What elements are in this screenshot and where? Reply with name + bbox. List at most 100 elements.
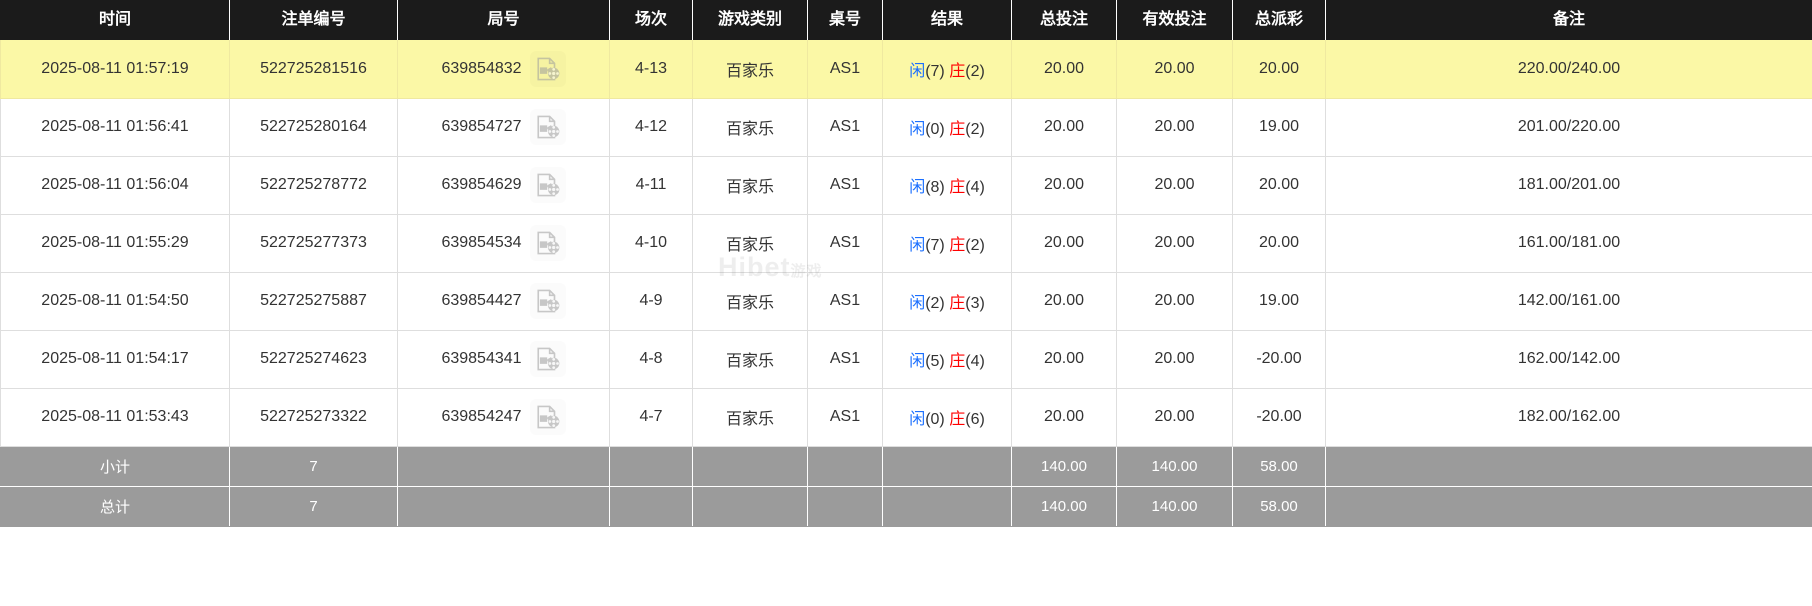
cell-session: 4-11	[609, 156, 693, 215]
round-no-text: 639854534	[441, 234, 522, 251]
column-header-game-type[interactable]: 游戏类别	[692, 0, 808, 40]
video-replay-icon[interactable]	[530, 109, 566, 145]
result-banker-value: (4)	[965, 353, 985, 370]
cell-session: 4-8	[609, 330, 693, 389]
summary-remark	[1325, 486, 1812, 527]
table-row[interactable]: 2025-08-11 01:53:43 522725273322 639854247…	[0, 388, 1812, 447]
summary-remark	[1325, 446, 1812, 487]
cell-session: 4-9	[609, 272, 693, 331]
cell-payout: 19.00	[1232, 98, 1326, 157]
video-replay-icon[interactable]	[530, 225, 566, 261]
result-player-value: (0)	[925, 121, 945, 138]
cell-time: 2025-08-11 01:54:17	[0, 330, 230, 389]
summary-count: 7	[229, 446, 398, 487]
cell-valid-bet: 20.00	[1116, 156, 1233, 215]
video-replay-icon[interactable]	[530, 341, 566, 377]
summary-valid-bet: 140.00	[1116, 486, 1233, 527]
column-header-payout[interactable]: 总派彩	[1232, 0, 1326, 40]
cell-remark: 182.00/162.00	[1325, 388, 1812, 447]
cell-time: 2025-08-11 01:57:19	[0, 40, 230, 99]
cell-result: 闲(0) 庄(2)	[882, 98, 1012, 157]
cell-valid-bet: 20.00	[1116, 40, 1233, 99]
result-player-label: 闲	[909, 411, 926, 428]
cell-round-no: 639854427	[397, 272, 610, 331]
cell-payout: -20.00	[1232, 388, 1326, 447]
table-row[interactable]: 2025-08-11 01:57:19 522725281516 639854832…	[0, 40, 1812, 99]
cell-table-no: AS1	[807, 388, 883, 447]
cell-remark: 220.00/240.00	[1325, 40, 1812, 99]
cell-total-bet[interactable]: 20.00	[1011, 40, 1117, 99]
column-header-table-no[interactable]: 桌号	[807, 0, 883, 40]
column-header-bet-no[interactable]: 注单编号	[229, 0, 398, 40]
cell-remark: 162.00/142.00	[1325, 330, 1812, 389]
summary-payout: 58.00	[1232, 486, 1326, 527]
video-replay-icon[interactable]	[530, 51, 566, 87]
cell-remark: 181.00/201.00	[1325, 156, 1812, 215]
cell-bet-no: 522725277373	[229, 214, 398, 273]
cell-session: 4-12	[609, 98, 693, 157]
result-player-label: 闲	[909, 295, 926, 312]
cell-result: 闲(7) 庄(2)	[882, 40, 1012, 99]
result-banker-value: (2)	[965, 62, 985, 80]
cell-total-bet[interactable]: 20.00	[1011, 156, 1117, 215]
cell-table-no: AS1	[807, 40, 883, 99]
result-player-label: 闲	[909, 62, 926, 80]
result-player-value: (8)	[925, 179, 945, 196]
cell-session: 4-7	[609, 388, 693, 447]
cell-round-no: 639854727	[397, 98, 610, 157]
column-header-valid-bet[interactable]: 有效投注	[1116, 0, 1233, 40]
round-no-text: 639854427	[441, 292, 522, 309]
summary-payout: 58.00	[1232, 446, 1326, 487]
result-banker-value: (2)	[965, 237, 985, 254]
column-header-total-bet[interactable]: 总投注	[1011, 0, 1117, 40]
round-no-text: 639854832	[441, 59, 522, 77]
result-player-label: 闲	[909, 179, 926, 196]
table-row[interactable]: 2025-08-11 01:56:41 522725280164 639854727…	[0, 98, 1812, 157]
table-header-row: 时间 注单编号 局号 场次 游戏类别 桌号 结果 总投注 有效投注 总派彩 备注	[0, 0, 1812, 40]
cell-round-no: 639854629	[397, 156, 610, 215]
cell-game-type: 百家乐	[692, 214, 808, 273]
cell-total-bet[interactable]: 20.00	[1011, 98, 1117, 157]
table-row[interactable]: 2025-08-11 01:54:50 522725275887 639854427…	[0, 272, 1812, 331]
table-row[interactable]: 2025-08-11 01:56:04 522725278772 639854629…	[0, 156, 1812, 215]
cell-time: 2025-08-11 01:56:04	[0, 156, 230, 215]
cell-result: 闲(7) 庄(2)	[882, 214, 1012, 273]
cell-result: 闲(2) 庄(3)	[882, 272, 1012, 331]
result-banker-label: 庄	[949, 121, 966, 138]
cell-total-bet[interactable]: 20.00	[1011, 388, 1117, 447]
column-header-time[interactable]: 时间	[0, 0, 230, 40]
bet-history-table: 时间 注单编号 局号 场次 游戏类别 桌号 结果 总投注 有效投注 总派彩 备注…	[0, 0, 1812, 527]
column-header-session[interactable]: 场次	[609, 0, 693, 40]
bet-history-panel: 时间 注单编号 局号 场次 游戏类别 桌号 结果 总投注 有效投注 总派彩 备注…	[0, 0, 1812, 527]
cell-total-bet[interactable]: 20.00	[1011, 214, 1117, 273]
video-replay-icon[interactable]	[530, 167, 566, 203]
result-banker-value: (3)	[965, 295, 985, 312]
summary-label: 小计	[0, 446, 230, 487]
cell-table-no: AS1	[807, 156, 883, 215]
result-player-value: (7)	[925, 62, 945, 80]
result-banker-label: 庄	[949, 295, 966, 312]
result-player-value: (7)	[925, 237, 945, 254]
column-header-remark[interactable]: 备注	[1325, 0, 1812, 40]
column-header-result[interactable]: 结果	[882, 0, 1012, 40]
cell-total-bet[interactable]: 20.00	[1011, 272, 1117, 331]
table-row[interactable]: 2025-08-11 01:54:17 522725274623 639854341…	[0, 330, 1812, 389]
result-player-label: 闲	[909, 237, 926, 254]
table-row[interactable]: 2025-08-11 01:55:29 522725277373 639854534…	[0, 214, 1812, 273]
cell-round-no: 639854247	[397, 388, 610, 447]
video-replay-icon[interactable]	[530, 283, 566, 319]
result-player-label: 闲	[909, 121, 926, 138]
video-replay-icon[interactable]	[530, 399, 566, 435]
cell-bet-no: 522725274623	[229, 330, 398, 389]
cell-valid-bet: 20.00	[1116, 388, 1233, 447]
cell-game-type: 百家乐	[692, 330, 808, 389]
summary-count: 7	[229, 486, 398, 527]
result-player-value: (5)	[925, 353, 945, 370]
cell-payout: 20.00	[1232, 40, 1326, 99]
column-header-round-no[interactable]: 局号	[397, 0, 610, 40]
summary-table-no	[807, 486, 883, 527]
cell-total-bet[interactable]: 20.00	[1011, 330, 1117, 389]
summary-result	[882, 446, 1012, 487]
cell-result: 闲(8) 庄(4)	[882, 156, 1012, 215]
round-no-text: 639854629	[441, 176, 522, 193]
